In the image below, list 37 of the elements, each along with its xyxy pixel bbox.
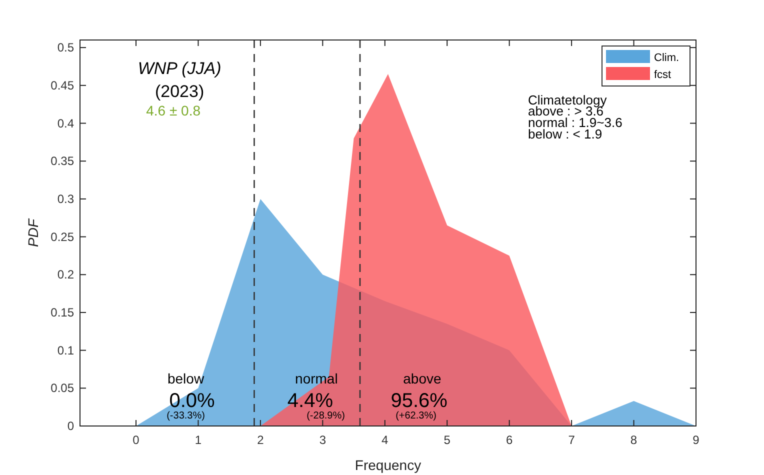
x-axis-title: Frequency <box>354 457 422 473</box>
annotation: (-28.9%) <box>306 410 345 422</box>
annotation: 95.6% <box>390 390 448 412</box>
text: (2023) <box>154 82 204 101</box>
annotation: 0.0% <box>169 390 216 412</box>
x-tick-label: 0 <box>132 433 140 447</box>
annotation: (+62.3%) <box>396 410 436 422</box>
annotation: normal <box>295 370 338 387</box>
annotation: 4.6 ± 0.8 <box>146 102 201 119</box>
legend-label: fcst <box>654 69 672 81</box>
x-tick-label: 3 <box>319 433 326 447</box>
annotation: below <box>167 370 205 387</box>
y-tick-label: 0.05 <box>50 381 74 396</box>
y-tick-label: 0 <box>67 419 74 433</box>
x-tick-label: 6 <box>506 433 513 447</box>
legend-label: Clim. <box>654 52 680 64</box>
y-axis-title: PDF <box>25 218 41 247</box>
y-tick-label: 0.5 <box>57 40 74 55</box>
x-tick-label: 9 <box>692 433 700 447</box>
x-tick-label: 4 <box>382 433 389 447</box>
y-tick-label: 0.35 <box>50 154 74 168</box>
text: WNP (JJA) <box>138 59 222 78</box>
y-tick-label: 0.45 <box>50 78 74 92</box>
x-tick-label: 7 <box>568 433 576 447</box>
annotation: (-33.3%) <box>166 410 205 422</box>
annotation: 4.4% <box>287 390 334 412</box>
x-tick-label: 1 <box>194 433 202 447</box>
x-tick-label: 2 <box>257 433 264 447</box>
annotation: above <box>403 370 442 387</box>
x-tick-label: 5 <box>444 433 451 447</box>
y-tick-label: 0.3 <box>57 192 74 206</box>
x-tick-label: 8 <box>630 433 638 447</box>
y-tick-label: 0.1 <box>57 343 74 358</box>
y-tick-label: 0.25 <box>50 230 74 244</box>
y-tick-label: 0.4 <box>57 116 74 130</box>
y-tick-label: 0.15 <box>50 305 74 320</box>
y-tick-label: 0.2 <box>57 268 74 282</box>
